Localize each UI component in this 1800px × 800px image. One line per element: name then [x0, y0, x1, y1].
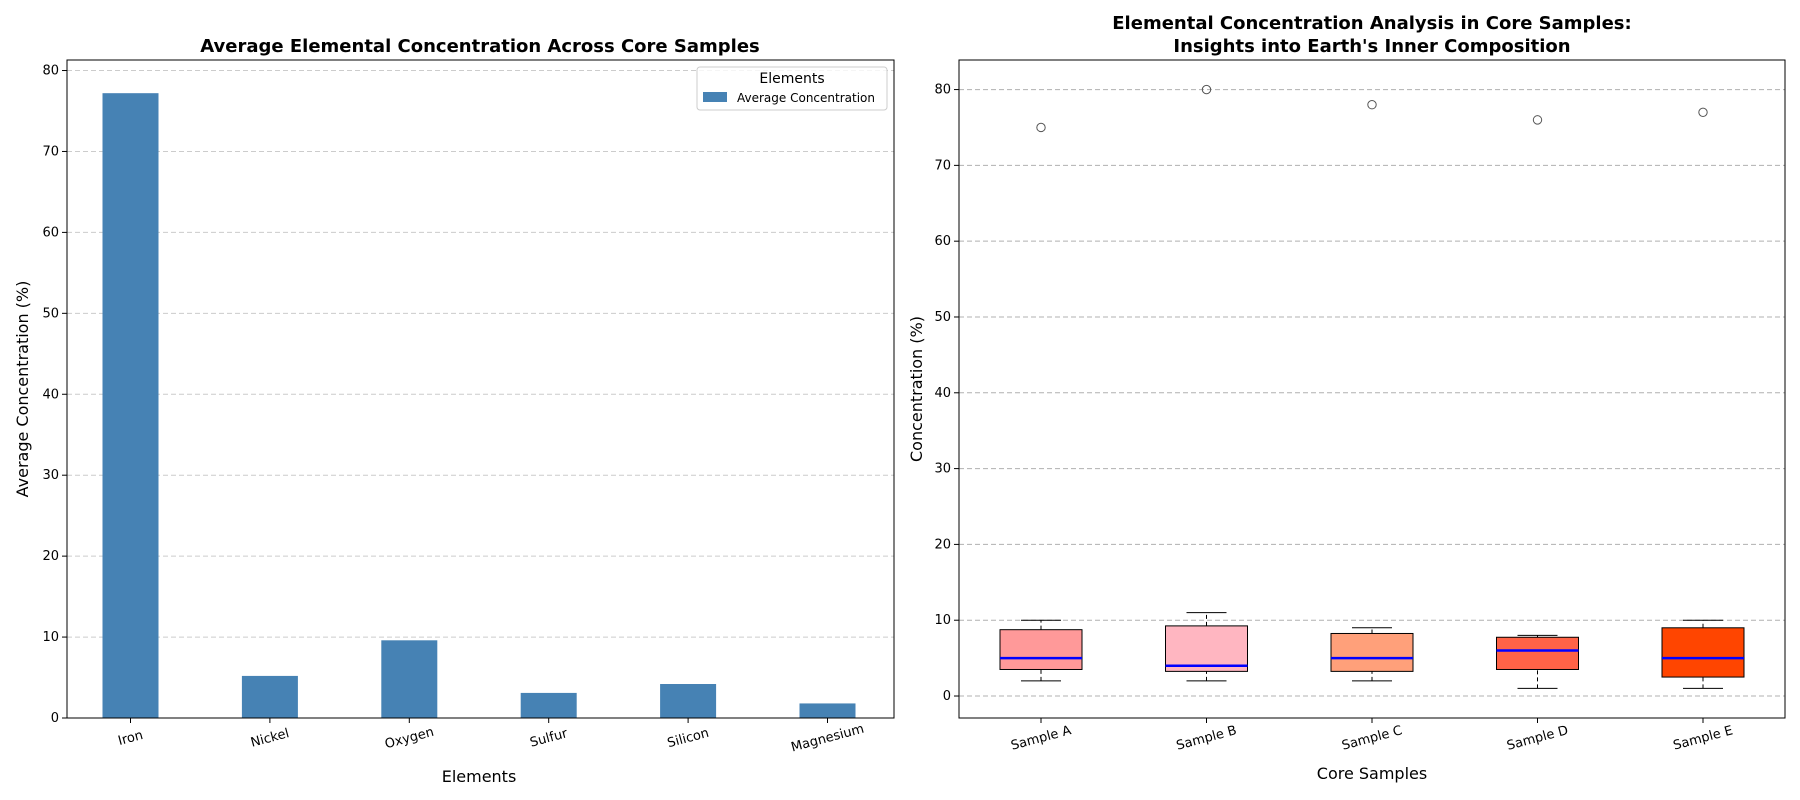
box	[1330, 100, 1414, 682]
outlier-point	[1698, 107, 1708, 118]
y-tick-label: 60	[42, 225, 59, 240]
y-tick-label: 10	[42, 630, 59, 645]
bar-chart-y-axis-label: Average Concentration (%)	[13, 281, 32, 498]
box-body	[1165, 625, 1248, 672]
y-tick-label: 60	[934, 234, 951, 249]
y-tick-label: 80	[934, 83, 951, 98]
box-body	[1330, 632, 1414, 672]
bar-chart-legend: Elements Average Concentration	[696, 66, 888, 111]
box-plot-y-axis-label: Concentration (%)	[907, 316, 926, 462]
box-plot-title-line-1: Elemental Concentration Analysis in Core…	[1112, 13, 1631, 34]
y-tick-label: 0	[51, 711, 59, 726]
bar	[799, 703, 856, 718]
box-body	[1496, 636, 1579, 670]
box-plot-title-line-2: Insights into Earth's Inner Composition	[1173, 36, 1570, 57]
legend-swatch	[703, 92, 727, 102]
bar	[660, 684, 717, 718]
bar	[381, 640, 438, 718]
y-tick-label: 70	[42, 144, 59, 159]
y-tick-label: 80	[42, 64, 59, 79]
box	[999, 122, 1083, 682]
box-body	[999, 629, 1083, 670]
outlier-point	[1532, 115, 1543, 125]
bar	[102, 93, 159, 718]
box	[1165, 84, 1248, 682]
box	[1661, 107, 1745, 689]
y-tick-label: 40	[934, 386, 951, 401]
y-tick-label: 10	[934, 613, 951, 628]
bar	[241, 675, 298, 718]
legend-title: Elements	[759, 71, 824, 87]
y-tick-label: 50	[934, 310, 951, 325]
bar-chart-frame	[66, 59, 895, 719]
y-tick-label: 20	[42, 549, 59, 564]
y-tick-label: 70	[934, 158, 951, 173]
x-tick-label: Iron	[117, 728, 145, 749]
outlier-point	[1201, 84, 1212, 95]
bar-chart-x-axis-label: Elements	[442, 767, 517, 786]
y-tick-label: 20	[934, 537, 951, 552]
y-tick-label: 50	[42, 306, 59, 321]
y-tick-label: 0	[943, 689, 951, 704]
box	[1496, 115, 1579, 689]
bar-chart-title: Average Elemental Concentration Across C…	[200, 36, 760, 57]
y-tick-label: 30	[42, 468, 59, 483]
outlier-point	[1367, 100, 1377, 110]
outlier-point	[1036, 122, 1046, 133]
legend-box	[696, 66, 888, 111]
legend-label: Average Concentration	[737, 91, 875, 105]
bar	[520, 692, 577, 718]
box-body	[1661, 627, 1745, 678]
y-tick-label: 40	[42, 387, 59, 402]
y-tick-label: 30	[934, 462, 951, 477]
box-plot-x-axis-label: Core Samples	[1317, 764, 1427, 783]
